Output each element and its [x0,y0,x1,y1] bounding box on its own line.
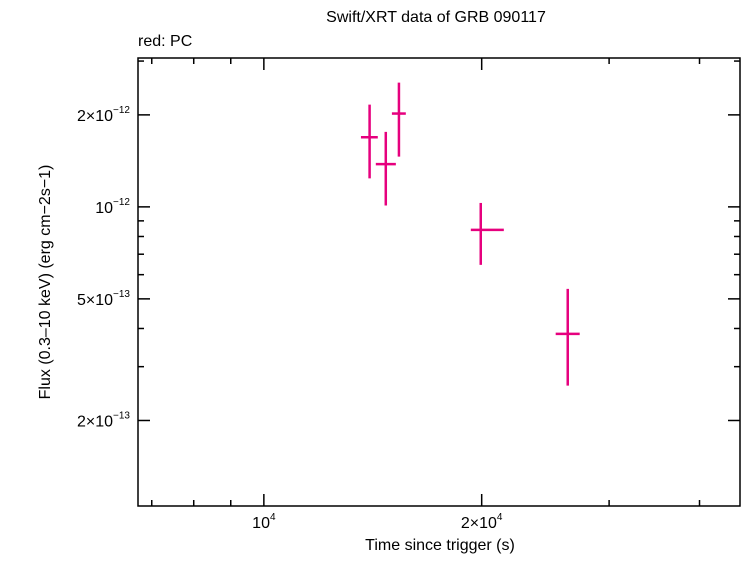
y-tick-label: 2×10−12 [77,105,130,126]
x-tick-label: 104 [252,512,276,533]
y-tick-label: 5×10−13 [77,289,130,310]
annotation: red: PC [138,33,192,50]
plot-frame [137,57,741,507]
y-axis-label: Flux (0.3–10 keV) (erg cm−2s−1) [37,165,54,400]
x-tick-label: 2×104 [461,512,503,533]
y-tick-label: 2×10−13 [77,410,130,431]
chart-title: Swift/XRT data of GRB 090117 [326,9,546,26]
x-axis-label: Time since trigger (s) [365,537,515,554]
y-tick-label: 10−12 [95,197,130,218]
